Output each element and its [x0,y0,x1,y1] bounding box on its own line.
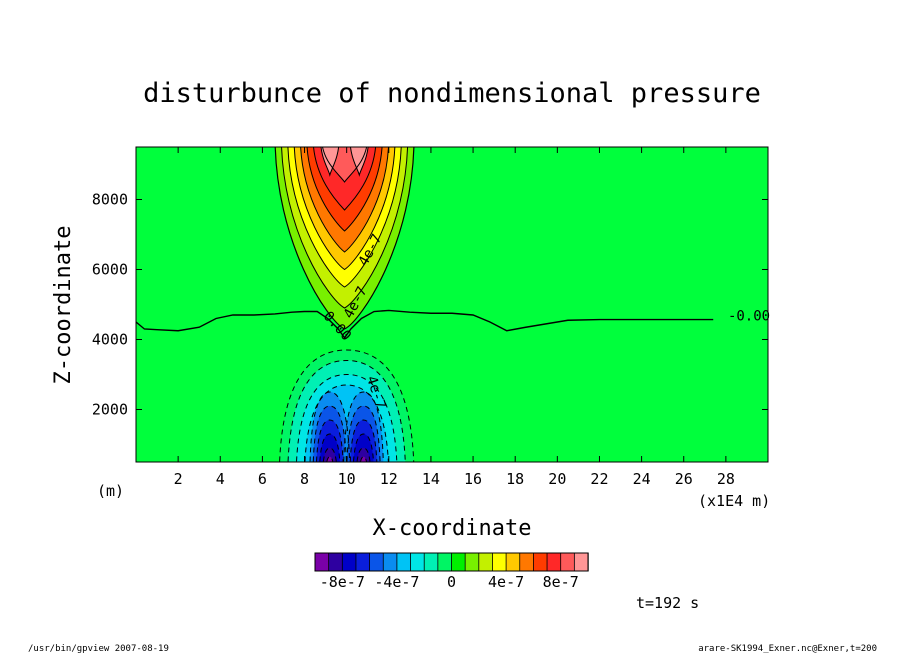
colorbar-swatch [505,552,521,572]
colorbar-swatch [423,552,439,572]
x-tick-label: 28 [717,470,735,488]
contour-line-positive [300,147,389,253]
colorbar-swatch [573,552,589,572]
x-tick-label: 14 [422,470,440,488]
colorbar-tick-label: 4e-7 [488,573,524,591]
colorbar-swatch [410,552,425,572]
contour-line-positive [274,147,415,330]
x-tick-label: 12 [380,470,398,488]
colorbar-tick-label: 0 [447,573,456,591]
x-tick-label: 4 [216,470,225,488]
colorbar-swatch [355,552,371,572]
colorbar-frame [314,552,589,572]
footer-right: arare-SK1994_Exner.nc@Exner,t=200 [698,644,877,654]
x-unit-left: (m) [97,482,124,500]
y-tick-label: 2000 [92,401,128,419]
x-tick-label: 6 [258,470,267,488]
contour-line-negative-core [319,433,341,462]
time-label: t=192 s [636,594,699,612]
contour-line-negative-core [349,419,378,462]
contour-line-negative-core [343,391,384,462]
footer-left: /usr/bin/gpview 2007-08-19 [28,644,169,654]
colorbar-swatch [546,552,562,572]
y-axis: 2000 4000 6000 8000 [92,191,768,419]
contour-fill-negative-core [357,448,370,462]
contour-line-negative-core [309,391,351,462]
colorbar-swatch [519,552,535,572]
y-tick-label: 6000 [92,261,128,279]
colorbar-swatch [341,552,357,572]
colorbar-swatch [396,552,412,572]
contour-fill-negative-core [323,448,337,462]
contour-label: -0.00 [728,308,770,324]
contour-line-positive [322,147,368,183]
colorbar-swatch [314,552,330,572]
x-tick-label: 8 [300,470,309,488]
x-tick-label: 18 [506,470,524,488]
x-tick-label: 10 [338,470,356,488]
x-tick-label: 26 [675,470,693,488]
colorbar-swatch [560,552,576,572]
contour-line-negative [287,359,406,462]
contour-line-negative-core [312,405,347,462]
contour-line-positive [313,147,377,211]
contour-lines [136,147,714,462]
x-axis: 2 4 6 8 10 12 14 16 18 20 22 24 26 28 [174,147,735,488]
contour-line-positive [287,147,402,288]
colorbar-swatch [382,552,398,572]
colorbar-swatch [328,552,343,572]
y-tick-label: 4000 [92,331,128,349]
contour-fill-core [321,147,339,175]
colorbar-swatch [533,552,548,572]
x-tick-label: 2 [174,470,183,488]
x-axis-label: X-coordinate [373,516,532,541]
contour-line-negative [279,349,415,462]
colorbar-swatch [478,552,494,572]
contour-fill-core [350,147,369,175]
contour-line-negative [296,373,398,462]
x-tick-label: 16 [464,470,482,488]
plot-frame [135,146,769,463]
x-tick-label: 20 [548,470,566,488]
colorbar-swatch [464,552,480,572]
chart-title: disturbunce of nondimensional pressure [143,78,761,109]
zero-contour-line [136,309,714,339]
plot-background [136,147,768,462]
contour-line-positive [306,147,383,232]
colorbar-tick-label: -4e-7 [374,573,419,591]
colorbar-swatch [437,552,453,572]
contour-line-negative-core [353,433,374,462]
x-unit-right: (x1E4 m) [698,492,770,510]
contour-line-negative-core [316,419,344,462]
colorbar-swatch [451,552,466,572]
x-tick-label: 24 [633,470,651,488]
colorbar-swatch [492,552,507,572]
colorbar-tick-label: -8e-7 [320,573,365,591]
contour-line-negative [304,384,389,462]
contour-line-positive [293,147,396,271]
contour-line-negative-core [346,405,381,462]
colorbar-swatch [369,552,384,572]
y-tick-label: 8000 [92,191,128,209]
y-axis-label: Z-coordinate [51,226,76,385]
colorbar-tick-label: 8e-7 [543,573,579,591]
contour-line-positive [281,147,408,309]
x-tick-label: 22 [590,470,608,488]
colorbar: -8e-7 -4e-7 0 4e-7 8e-7 [314,552,589,591]
